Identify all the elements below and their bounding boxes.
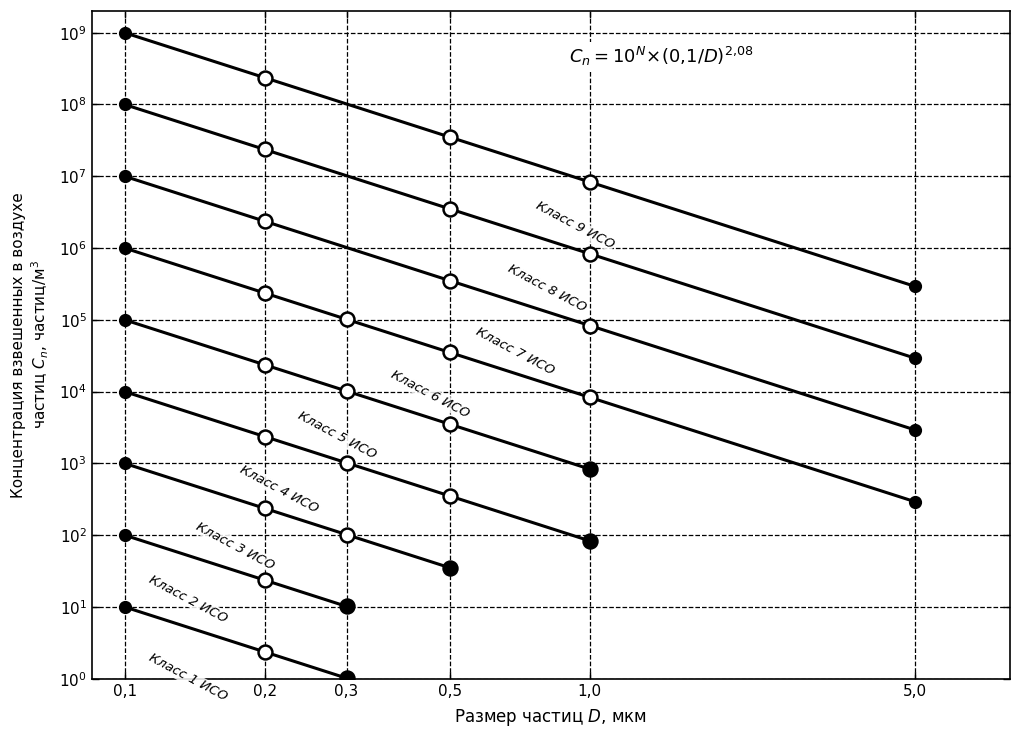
Text: Класс 8 ИСО: Класс 8 ИСО [505,262,588,315]
X-axis label: Размер частиц $D$, мкм: Размер частиц $D$, мкм [454,707,647,728]
Text: Класс 2 ИСО: Класс 2 ИСО [147,573,230,625]
Text: Класс 7 ИСО: Класс 7 ИСО [474,324,556,377]
Text: Класс 6 ИСО: Класс 6 ИСО [388,368,471,420]
Text: Класс 1 ИСО: Класс 1 ИСО [147,652,230,704]
Text: Класс 9 ИСО: Класс 9 ИСО [533,200,617,251]
Text: Класс 3 ИСО: Класс 3 ИСО [194,520,277,572]
Y-axis label: Концентрация взвешенных в воздухе
частиц $C_n$, частиц/м$^3$: Концентрация взвешенных в воздухе частиц… [11,192,51,498]
Text: Класс 4 ИСО: Класс 4 ИСО [237,463,320,516]
Text: Класс 5 ИСО: Класс 5 ИСО [295,409,378,462]
Text: $C_n = 10^N\!\times\!(0{,}1/D)^{2{,}08}$: $C_n = 10^N\!\times\!(0{,}1/D)^{2{,}08}$ [569,44,753,67]
